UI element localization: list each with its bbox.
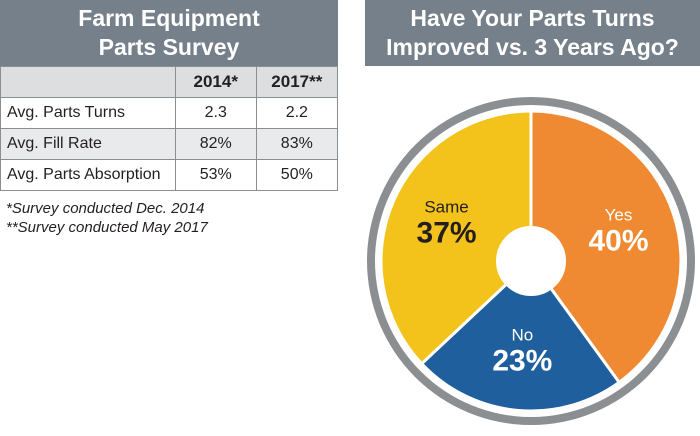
cell-2014: 2.3 — [174, 97, 257, 129]
pie-value-same: 37% — [417, 216, 477, 249]
cell-2017: 50% — [255, 159, 339, 191]
pie-value-yes: 40% — [588, 225, 648, 258]
pie-center-hole — [496, 226, 566, 296]
table-row: Avg. Fill Rate 82% 83% — [0, 128, 339, 160]
table-row: Avg. Parts Absorption 53% 50% — [0, 159, 339, 191]
pie-slice-yes — [529, 109, 683, 385]
footnotes: *Survey conducted Dec. 2014 **Survey con… — [0, 199, 338, 237]
pie-slice-same — [379, 109, 533, 366]
row-label: Avg. Parts Turns — [0, 97, 176, 129]
parts-survey-panel: Farm Equipment Parts Survey 2014* 2017**… — [0, 0, 339, 237]
survey-title-banner: Farm Equipment Parts Survey — [0, 0, 338, 66]
pie-title-banner: Have Your Parts Turns Improved vs. 3 Yea… — [365, 0, 700, 66]
header-2017: 2017** — [255, 66, 339, 98]
pie-label-no: No — [511, 326, 533, 345]
cell-2014: 53% — [174, 159, 257, 191]
survey-table: 2014* 2017** Avg. Parts Turns 2.3 2.2 Av… — [0, 66, 339, 191]
cell-2017: 83% — [255, 128, 339, 160]
row-label: Avg. Fill Rate — [0, 128, 176, 160]
survey-title-line2: Parts Survey — [98, 34, 240, 60]
table-header-row: 2014* 2017** — [0, 66, 339, 98]
parts-turns-panel: Have Your Parts Turns Improved vs. 3 Yea… — [365, 0, 700, 436]
footnote-2014: *Survey conducted Dec. 2014 — [6, 200, 205, 217]
header-blank — [0, 66, 176, 98]
pie-slice-no — [419, 258, 622, 413]
survey-title-line1: Farm Equipment — [78, 5, 260, 31]
table-row: Avg. Parts Turns 2.3 2.2 — [0, 97, 339, 129]
footnote-2017: **Survey conducted May 2017 — [6, 219, 208, 236]
pie-label-same: Same — [424, 197, 468, 216]
pie-value-no: 23% — [492, 345, 552, 378]
pie-label-yes: Yes — [605, 206, 633, 225]
pie-title-line1: Have Your Parts Turns — [410, 5, 655, 31]
cell-2017: 2.2 — [255, 97, 339, 129]
header-2014: 2014* — [174, 66, 257, 98]
cell-2014: 82% — [174, 128, 257, 160]
pie-title-line2: Improved vs. 3 Years Ago? — [386, 34, 679, 60]
row-label: Avg. Parts Absorption — [0, 159, 176, 191]
